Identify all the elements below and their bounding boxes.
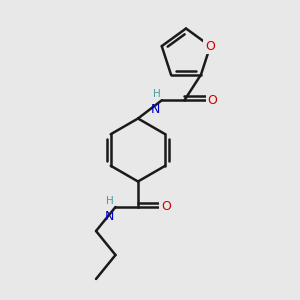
Text: H: H xyxy=(153,88,160,99)
Text: O: O xyxy=(208,94,217,106)
Text: H: H xyxy=(106,196,114,206)
Text: O: O xyxy=(161,200,171,214)
Text: O: O xyxy=(205,40,215,52)
Text: N: N xyxy=(151,103,160,116)
Text: N: N xyxy=(105,210,114,223)
